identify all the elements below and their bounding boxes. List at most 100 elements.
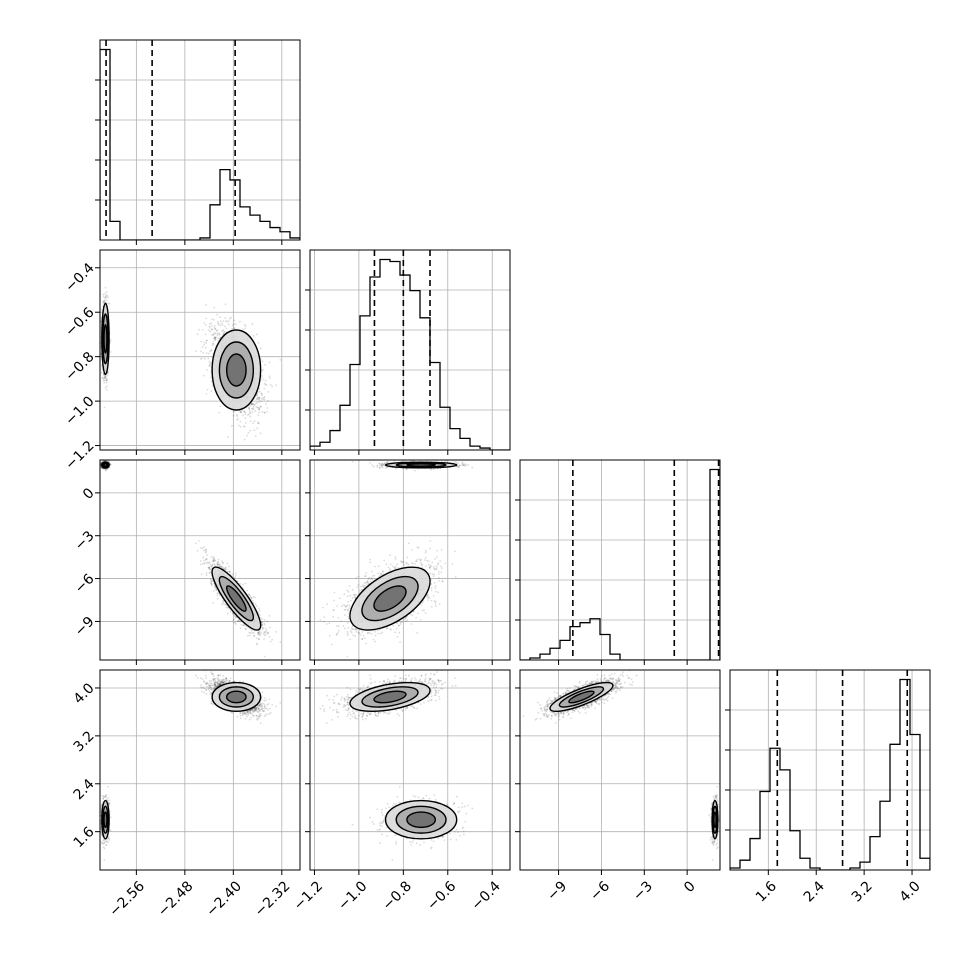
sample-point (106, 374, 109, 376)
sample-point (233, 323, 236, 325)
sample-point (251, 323, 254, 325)
sample-point (244, 327, 246, 330)
sample-point (210, 376, 213, 379)
sample-point (259, 347, 262, 350)
sample-point (219, 405, 222, 408)
sample-point (203, 562, 206, 565)
sample-point (231, 324, 234, 327)
sample-point (263, 396, 265, 399)
sample-point (222, 562, 225, 564)
sample-point (258, 411, 261, 414)
sample-point (235, 413, 238, 416)
sample-point (249, 411, 251, 414)
sample-point (253, 635, 256, 637)
sample-point (254, 402, 257, 405)
sample-point (258, 632, 261, 635)
sample-point (258, 607, 260, 610)
sample-point (216, 334, 219, 337)
sample-point (253, 404, 256, 407)
sample-point (252, 402, 255, 405)
sample-point (243, 425, 246, 427)
sample-point (196, 333, 199, 336)
sample-point (207, 352, 210, 355)
sample-point (219, 320, 222, 322)
sample-point (262, 378, 265, 381)
sample-point (206, 554, 208, 556)
sample-point (253, 429, 256, 432)
sample-point (208, 326, 211, 329)
sample-point (223, 331, 226, 333)
sample-point (254, 603, 257, 605)
sample-point (211, 384, 214, 387)
sample-point (264, 383, 267, 386)
sample-point (249, 420, 252, 423)
sample-point (257, 397, 259, 400)
sample-point (205, 339, 208, 342)
sample-point (225, 320, 227, 322)
panel-frame (99, 249, 301, 451)
sample-point (247, 406, 250, 409)
sample-point (201, 346, 204, 348)
sample-point (236, 419, 239, 421)
sample-point (103, 379, 105, 382)
sample-point (259, 390, 261, 393)
y-tick-label: −1.0 (62, 393, 97, 428)
sample-point (214, 337, 217, 340)
sample-point (201, 357, 203, 360)
sample-point (249, 429, 252, 432)
sample-point (256, 401, 258, 404)
sample-point (256, 422, 259, 425)
sample-point (220, 565, 223, 568)
sample-point (259, 614, 261, 616)
sample-point (226, 562, 229, 565)
sample-point (210, 349, 213, 352)
sample-point (217, 332, 220, 335)
sample-point (263, 387, 266, 390)
sample-point (220, 603, 223, 606)
sample-point (101, 377, 104, 379)
sample-point (261, 374, 264, 377)
sample-point (202, 351, 205, 354)
sample-point (208, 567, 211, 569)
sample-point (202, 374, 205, 377)
sample-point (205, 342, 208, 344)
sample-point (252, 422, 255, 425)
sample-point (244, 421, 247, 424)
sample-point (222, 329, 224, 331)
sample-point (103, 460, 105, 462)
sample-point (211, 325, 213, 327)
sample-point (228, 570, 231, 573)
sample-point (194, 542, 197, 545)
sample-point (253, 420, 256, 423)
sample-point (208, 364, 211, 367)
sample-point (100, 371, 103, 374)
sample-point (252, 335, 255, 337)
sample-point (213, 336, 216, 339)
sample-point (249, 415, 252, 418)
sample-point (212, 337, 215, 340)
sample-point (216, 329, 219, 332)
sample-point (203, 322, 206, 324)
sample-point (204, 551, 207, 554)
sample-point (279, 359, 282, 361)
sample-point (213, 337, 216, 340)
sample-point (267, 632, 269, 635)
sample-point (205, 324, 207, 326)
sample-point (213, 326, 216, 329)
scatter-panel-0-1: −1.2−1.0−0.8−0.6−0.4 (62, 249, 301, 473)
sample-point (264, 379, 267, 382)
sample-point (205, 558, 208, 561)
sample-point (263, 633, 266, 636)
sample-point (198, 328, 200, 331)
sample-point (252, 408, 255, 411)
sample-point (220, 565, 223, 568)
sample-point (214, 336, 217, 339)
sample-point (205, 339, 208, 342)
sample-point (258, 398, 261, 401)
sample-point (261, 410, 264, 413)
sample-point (279, 641, 282, 643)
sample-point (109, 463, 112, 466)
sample-point (103, 381, 106, 384)
panel-frame (99, 39, 301, 241)
